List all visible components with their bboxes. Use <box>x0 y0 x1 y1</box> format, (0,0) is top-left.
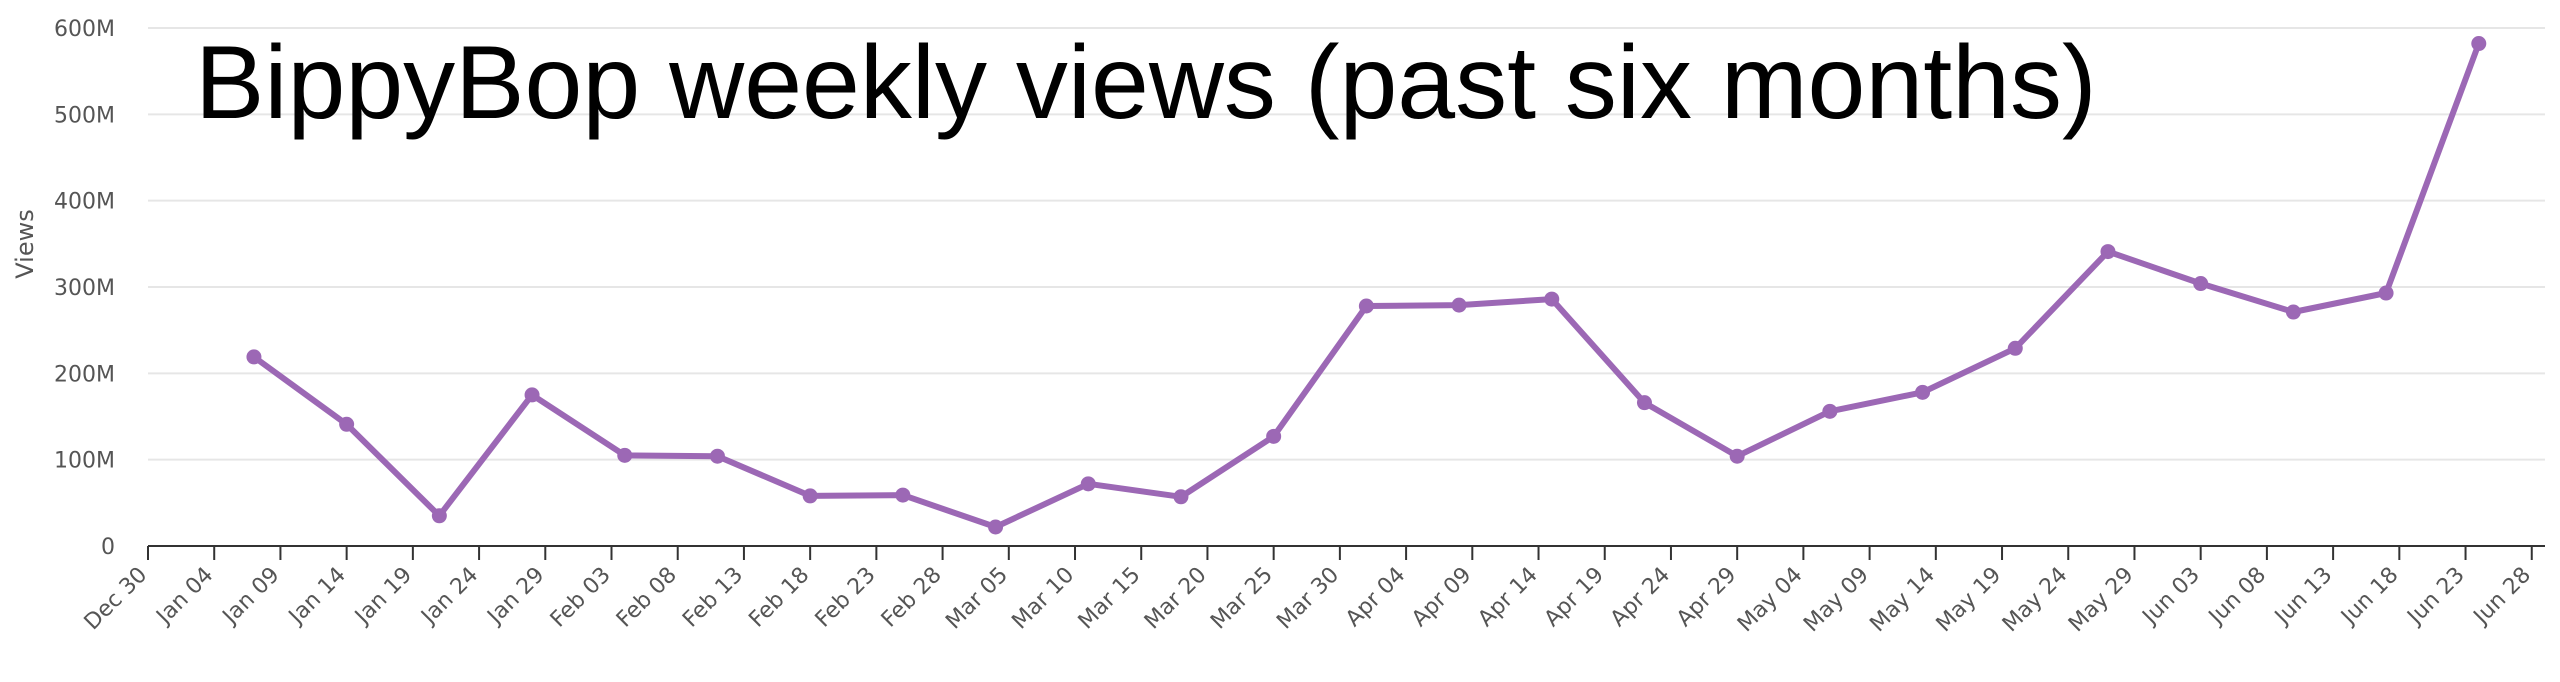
x-tick-label: Apr 24 <box>1606 563 1675 632</box>
data-point <box>1358 298 1374 314</box>
gridlines <box>148 27 2545 461</box>
data-point <box>2193 276 2209 292</box>
y-axis: 0 100M 200M 300M 400M 500M 600M <box>54 17 115 560</box>
x-tick-label: Jan 04 <box>151 563 219 631</box>
x-tick-label: Dec 30 <box>80 563 153 636</box>
data-point <box>617 447 633 463</box>
data-point <box>2471 36 2487 52</box>
y-axis-title: Views <box>11 209 39 278</box>
data-point <box>1544 291 1560 307</box>
data-point <box>988 519 1004 535</box>
x-tick-label: Feb 28 <box>877 563 947 633</box>
x-tick-label: May 09 <box>1799 563 1874 638</box>
x-tick-label: Jun 28 <box>2468 563 2536 631</box>
y-tick-label: 500M <box>54 103 115 128</box>
x-tick-label: Apr 09 <box>1407 563 1476 632</box>
x-tick-label: Mar 15 <box>1074 563 1146 635</box>
data-point <box>246 349 262 365</box>
data-point <box>1266 428 1282 444</box>
x-tick-label: Jun 08 <box>2203 563 2271 631</box>
data-point <box>1173 489 1189 505</box>
x-axis: Dec 30 Jan 04 Jan 09 Jan 14 Jan 19 Jan 24 Jan … <box>80 545 2545 638</box>
data-point <box>1729 448 1745 464</box>
x-tick-label: Apr 29 <box>1672 563 1741 632</box>
data-point <box>709 448 725 464</box>
y-tick-label: 400M <box>54 190 115 215</box>
x-tick-label: Mar 05 <box>941 563 1013 635</box>
y-tick-label: 300M <box>54 276 115 301</box>
y-tick-label: 100M <box>54 449 115 474</box>
x-tick-label: May 04 <box>1733 563 1808 638</box>
x-tick-label: Jun 03 <box>2137 563 2205 631</box>
data-point <box>2285 304 2301 320</box>
x-tick-label: Feb 13 <box>678 563 748 633</box>
x-tick-label: Apr 04 <box>1341 563 1410 632</box>
y-tick-label: 200M <box>54 362 115 387</box>
y-tick-label: 0 <box>101 535 115 560</box>
x-tick-label: Feb 08 <box>612 563 682 633</box>
x-tick-label: Jan 24 <box>416 563 484 631</box>
data-point <box>1915 384 1931 400</box>
data-point <box>802 488 818 504</box>
x-tick-label: May 24 <box>1998 563 2073 638</box>
x-tick-label: Jun 23 <box>2402 563 2470 631</box>
x-tick-label: Jan 09 <box>217 563 285 631</box>
x-tick-label: Jan 14 <box>283 563 351 631</box>
data-point <box>2007 340 2023 356</box>
data-point <box>2100 244 2116 260</box>
data-point <box>524 387 540 403</box>
y-tick-label: 600M <box>54 17 115 42</box>
x-tick-label: May 19 <box>1932 563 2007 638</box>
data-point <box>895 487 911 503</box>
data-point <box>1636 395 1652 411</box>
x-tick-label: Feb 03 <box>546 563 616 633</box>
x-tick-label: Feb 23 <box>811 563 881 633</box>
x-tick-label: Jan 29 <box>482 563 550 631</box>
data-point <box>1080 476 1096 492</box>
data-point <box>1822 403 1838 419</box>
x-tick-label: Apr 14 <box>1473 563 1542 632</box>
data-point <box>431 508 447 524</box>
x-tick-label: May 29 <box>2064 563 2139 638</box>
data-point <box>1451 297 1467 313</box>
x-tick-label: Mar 30 <box>1272 563 1344 635</box>
x-tick-label: Mar 10 <box>1007 563 1079 635</box>
x-tick-label: Feb 18 <box>744 563 814 633</box>
x-tick-label: Jun 13 <box>2269 563 2337 631</box>
x-tick-label: Jan 19 <box>349 563 417 631</box>
data-point <box>2378 285 2394 301</box>
data-point <box>339 416 355 432</box>
x-tick-label: Jun 18 <box>2335 563 2403 631</box>
x-tick-label: May 14 <box>1865 563 1940 638</box>
x-tick-label: Mar 20 <box>1140 563 1212 635</box>
x-tick-label: Mar 25 <box>1206 563 1278 635</box>
series-views <box>246 36 2487 535</box>
x-tick-label: Apr 19 <box>1540 563 1609 632</box>
chart-title: BippyBop weekly views (past six months) <box>195 25 2097 141</box>
